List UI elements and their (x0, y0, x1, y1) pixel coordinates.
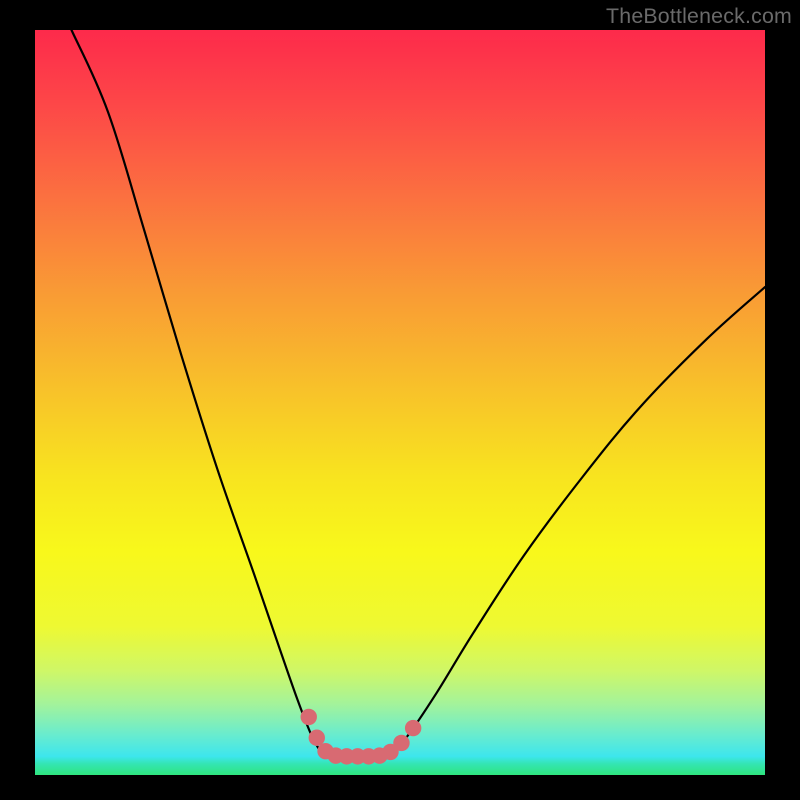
marker-point (393, 735, 409, 751)
marker-point (301, 709, 317, 725)
plot-background (35, 30, 765, 775)
watermark-text: TheBottleneck.com (606, 4, 792, 29)
marker-point (309, 730, 325, 746)
chart-container: { "watermark": { "text": "TheBottleneck.… (0, 0, 800, 800)
bottleneck-chart (0, 0, 800, 800)
marker-point (405, 720, 421, 736)
